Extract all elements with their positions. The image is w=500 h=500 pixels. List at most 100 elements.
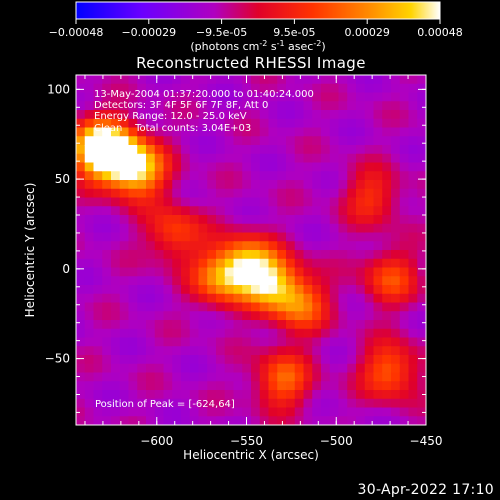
heatmap-pixel — [242, 398, 252, 409]
heatmap-pixel — [312, 110, 322, 120]
heatmap-pixel — [137, 241, 147, 251]
heatmap-pixel — [137, 311, 147, 321]
heatmap-pixel — [224, 346, 235, 356]
heatmap-pixel — [294, 293, 305, 304]
heatmap-pixel — [233, 92, 243, 102]
heatmap-pixel — [233, 381, 243, 391]
heatmap-pixel — [251, 118, 261, 129]
heatmap-pixel — [119, 337, 130, 347]
heatmap-pixel — [321, 223, 331, 234]
heatmap-pixel — [259, 398, 270, 409]
heatmap-pixel — [119, 328, 130, 339]
heatmap-pixel — [329, 153, 340, 164]
heatmap-pixel — [189, 276, 200, 286]
heatmap-pixel — [373, 188, 383, 199]
heatmap-pixel — [268, 127, 278, 137]
heatmap-pixel — [128, 188, 138, 199]
heatmap-pixel — [294, 267, 305, 277]
heatmap-pixel — [286, 381, 296, 391]
heatmap-pixel — [286, 136, 296, 146]
heatmap-pixel — [216, 293, 226, 304]
heatmap-pixel — [373, 162, 383, 172]
heatmap-pixel — [93, 75, 103, 85]
heatmap-pixel — [198, 162, 208, 172]
heatmap-pixel — [216, 83, 226, 94]
heatmap-pixel — [154, 311, 165, 321]
heatmap-pixel — [251, 250, 261, 260]
heatmap-pixel — [128, 407, 138, 417]
heatmap-pixel — [399, 416, 410, 425]
heatmap-pixel — [76, 311, 86, 321]
heatmap-pixel — [399, 250, 410, 260]
heatmap-pixel — [294, 232, 305, 242]
heatmap-pixel — [277, 241, 287, 251]
heatmap-pixel — [338, 241, 348, 251]
heatmap-pixel — [286, 416, 296, 425]
heatmap-pixel — [207, 118, 217, 129]
heatmap-pixel — [259, 206, 270, 216]
heatmap-pixel — [417, 162, 426, 172]
heatmap-pixel — [189, 381, 200, 391]
heatmap-pixel — [294, 407, 305, 417]
heatmap-pixel — [399, 83, 410, 94]
heatmap-pixel — [172, 232, 182, 242]
heatmap-pixel — [382, 355, 392, 365]
heatmap-pixel — [373, 110, 383, 120]
heatmap-pixel — [93, 276, 103, 286]
heatmap-pixel — [373, 241, 383, 251]
heatmap-pixel — [347, 153, 357, 164]
heatmap-pixel — [93, 241, 103, 251]
heatmap-pixel — [277, 171, 287, 181]
footer-timestamp: 30-Apr-2022 17:10 — [357, 482, 494, 498]
heatmap-pixel — [286, 171, 296, 181]
heatmap-pixel — [259, 197, 270, 207]
heatmap-pixel — [84, 320, 95, 330]
heatmap-pixel — [137, 223, 147, 234]
heatmap-pixel — [119, 241, 130, 251]
heatmap-pixel — [216, 127, 226, 137]
heatmap-pixel — [251, 320, 261, 330]
heatmap-pixel — [242, 328, 252, 339]
heatmap-pixel — [408, 302, 418, 312]
heatmap-pixel — [181, 180, 191, 190]
heatmap-pixel — [181, 416, 191, 425]
heatmap-pixel — [102, 390, 112, 400]
heatmap-pixel — [268, 267, 278, 277]
heatmap-pixel — [172, 311, 182, 321]
heatmap-pixel — [111, 136, 121, 146]
heatmap-pixel — [181, 223, 191, 234]
heatmap-pixel — [408, 267, 418, 277]
heatmap-pixel — [321, 153, 331, 164]
heatmap-pixel — [198, 215, 208, 225]
heatmap-pixel — [163, 258, 173, 269]
heatmap-pixel — [329, 171, 340, 181]
heatmap-pixel — [251, 206, 261, 216]
heatmap-pixel — [189, 223, 200, 234]
heatmap-pixel — [181, 188, 191, 199]
heatmap-pixel — [207, 110, 217, 120]
heatmap-pixel — [294, 311, 305, 321]
heatmap-pixel — [242, 162, 252, 172]
heatmap-pixel — [356, 136, 366, 146]
heatmap-pixel — [154, 407, 165, 417]
heatmap-pixel — [303, 162, 313, 172]
heatmap-pixel — [102, 267, 112, 277]
heatmap-pixel — [286, 355, 296, 365]
heatmap-pixel — [364, 223, 375, 234]
heatmap-pixel — [329, 206, 340, 216]
heatmap-pixel — [303, 180, 313, 190]
heatmap-pixel — [294, 110, 305, 120]
heatmap-pixel — [111, 118, 121, 129]
heatmap-pixel — [137, 197, 147, 207]
heatmap-pixel — [224, 136, 235, 146]
heatmap-pixel — [408, 241, 418, 251]
heatmap-pixel — [408, 118, 418, 129]
heatmap-pixel — [181, 302, 191, 312]
heatmap-pixel — [312, 101, 322, 111]
heatmap-pixel — [382, 145, 392, 155]
heatmap-pixel — [251, 355, 261, 365]
heatmap-pixel — [102, 188, 112, 199]
heatmap-pixel — [76, 75, 86, 85]
heatmap-pixel — [268, 83, 278, 94]
heatmap-pixel — [198, 153, 208, 164]
